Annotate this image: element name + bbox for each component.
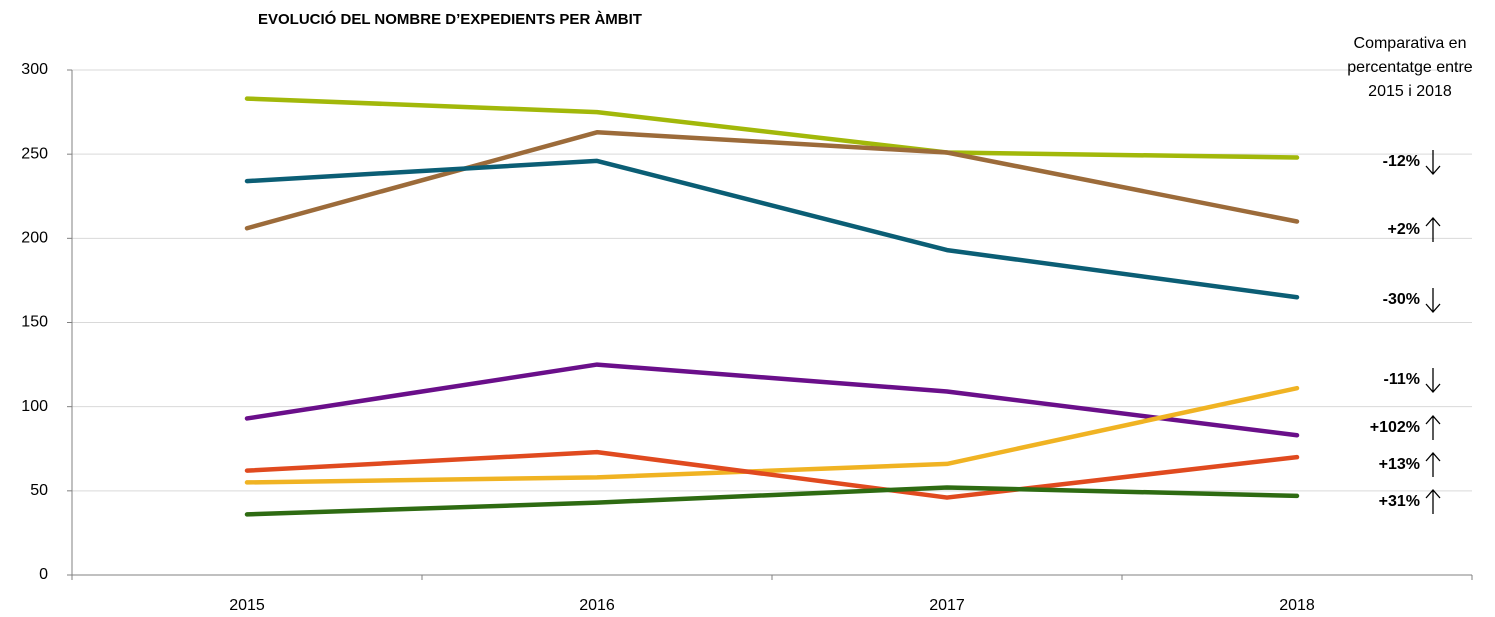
arrow bbox=[1425, 150, 1441, 175]
note: 2015 i 2018 bbox=[1368, 83, 1452, 100]
arrow bbox=[1425, 288, 1441, 313]
x-tick-label: 2017 bbox=[929, 597, 965, 614]
arrow bbox=[1425, 368, 1441, 393]
annotation: +13% bbox=[1379, 456, 1420, 473]
note: percentatge entre bbox=[1347, 59, 1473, 76]
arrow bbox=[1425, 217, 1441, 242]
series-line bbox=[244, 385, 1300, 485]
chart-title: EVOLUCIÓ DEL NOMBRE D’EXPEDIENTS PER ÀMB… bbox=[258, 10, 642, 28]
arrow bbox=[1425, 452, 1441, 477]
arrow bbox=[1425, 489, 1441, 514]
annotation: +31% bbox=[1379, 493, 1420, 510]
series-line bbox=[244, 158, 1300, 300]
annotation: -11% bbox=[1384, 371, 1420, 388]
annotation: -12% bbox=[1383, 153, 1420, 170]
y-tick-label: 0 bbox=[39, 566, 48, 583]
series-line bbox=[244, 362, 1300, 438]
y-tick-label: 150 bbox=[21, 314, 48, 331]
series-line bbox=[244, 96, 1300, 160]
arrow bbox=[1425, 415, 1441, 440]
x-tick-label: 2016 bbox=[579, 597, 615, 614]
y-tick-label: 250 bbox=[21, 145, 48, 162]
series-line bbox=[244, 449, 1300, 500]
annotation: -30% bbox=[1383, 291, 1420, 308]
series-line bbox=[244, 130, 1300, 231]
y-tick-label: 100 bbox=[21, 398, 48, 415]
series-line bbox=[244, 485, 1300, 517]
y-tick-label: 200 bbox=[21, 230, 48, 247]
note: Comparativa en bbox=[1354, 35, 1467, 52]
annotation: +102% bbox=[1370, 419, 1420, 436]
annotation: +2% bbox=[1388, 221, 1420, 238]
y-tick-label: 300 bbox=[21, 61, 48, 78]
x-tick-label: 2018 bbox=[1279, 597, 1315, 614]
x-tick-label: 2015 bbox=[229, 597, 265, 614]
y-tick-label: 50 bbox=[30, 482, 48, 499]
